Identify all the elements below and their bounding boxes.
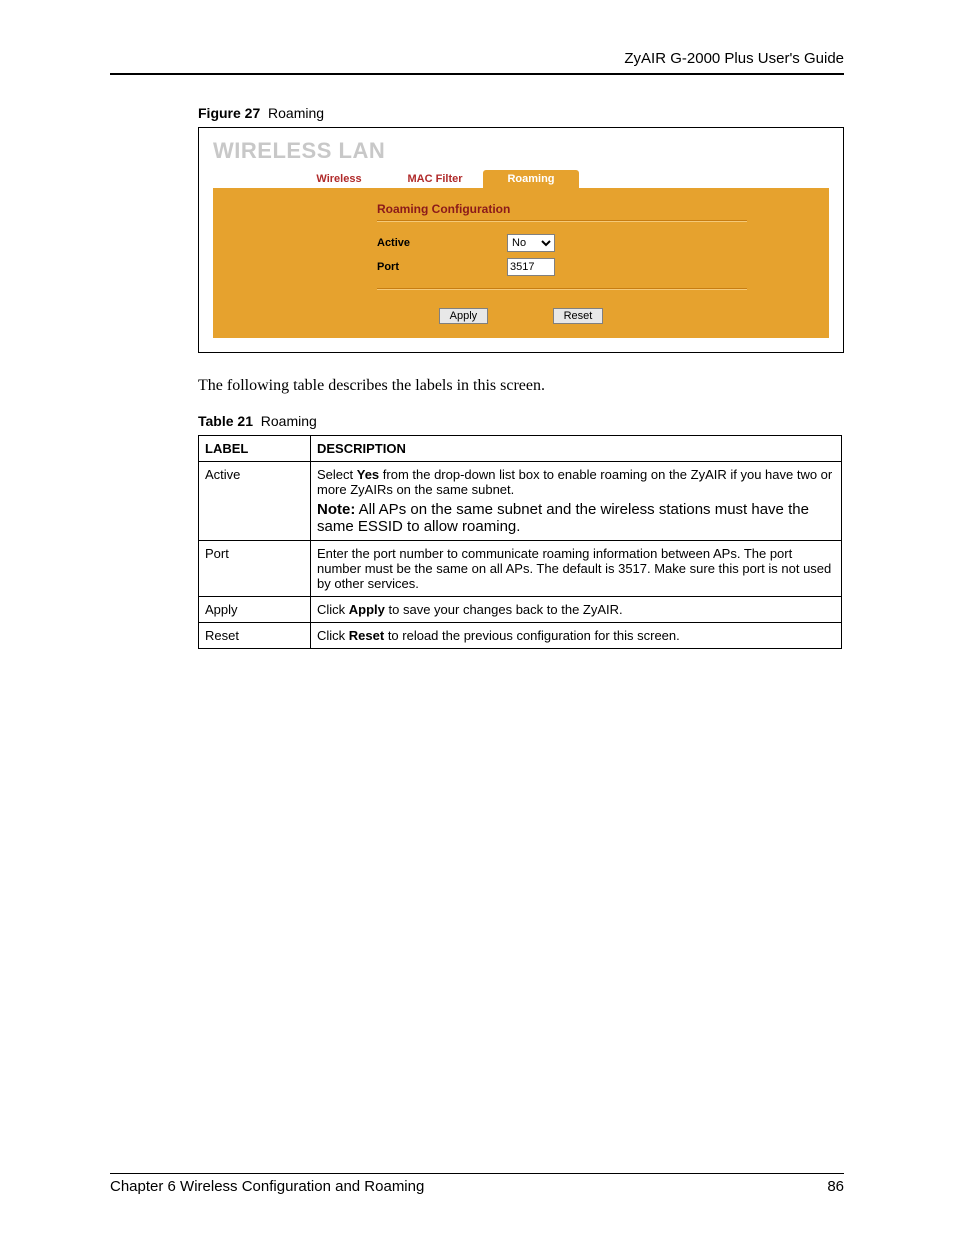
figure-caption: Figure 27 Roaming [198, 105, 844, 121]
table-header-row: LABEL DESCRIPTION [199, 436, 842, 462]
figure-screenshot: WIRELESS LAN WirelessMAC FilterRoaming R… [198, 127, 844, 353]
active-label: Active [377, 237, 507, 249]
config-panel: Roaming Configuration Active No Port App… [213, 188, 829, 338]
footer-rule [110, 1173, 844, 1174]
active-row: Active No [377, 234, 747, 252]
cell-apply-label: Apply [199, 597, 311, 623]
intro-text: The following table describes the labels… [198, 377, 844, 395]
text: to reload the previous configuration for… [384, 628, 680, 643]
separator-top [377, 220, 747, 222]
cell-active-desc: Select Yes from the drop-down list box t… [311, 462, 842, 541]
tab-row: WirelessMAC FilterRoaming [291, 170, 829, 188]
note-text: All APs on the same subnet and the wirel… [317, 501, 809, 535]
text: Click [317, 602, 349, 617]
button-row: Apply Reset [237, 306, 805, 324]
table-label: Table 21 [198, 413, 253, 429]
cell-reset-desc: Click Reset to reload the previous confi… [311, 623, 842, 649]
footer-chapter: Chapter 6 Wireless Configuration and Roa… [110, 1178, 424, 1195]
separator-bottom [377, 288, 747, 290]
cell-active-label: Active [199, 462, 311, 541]
header-rule [110, 73, 844, 75]
tab-wireless[interactable]: Wireless [291, 170, 387, 188]
text: from the drop-down list box to enable ro… [317, 467, 832, 497]
description-table: LABEL DESCRIPTION Active Select Yes from… [198, 435, 842, 649]
text-bold: Yes [357, 467, 379, 482]
figure-caption-text: Roaming [268, 105, 324, 121]
port-input[interactable] [507, 258, 555, 276]
text: Select [317, 467, 357, 482]
tab-mac-filter[interactable]: MAC Filter [387, 170, 483, 188]
text-bold: Reset [349, 628, 384, 643]
active-select[interactable]: No [507, 234, 555, 252]
table-row: Apply Click Apply to save your changes b… [199, 597, 842, 623]
note-bold: Note: [317, 501, 355, 518]
table-caption: Table 21 Roaming [198, 413, 844, 429]
cell-apply-desc: Click Apply to save your changes back to… [311, 597, 842, 623]
text: to save your changes back to the ZyAIR. [385, 602, 623, 617]
tab-roaming[interactable]: Roaming [483, 170, 579, 188]
note-line: Note: All APs on the same subnet and the… [317, 501, 835, 535]
guide-title: ZyAIR G-2000 Plus User's Guide [110, 50, 844, 73]
port-row: Port [377, 258, 747, 276]
text-bold: Apply [349, 602, 385, 617]
th-description: DESCRIPTION [311, 436, 842, 462]
port-label: Port [377, 261, 507, 273]
table-row: Active Select Yes from the drop-down lis… [199, 462, 842, 541]
config-heading: Roaming Configuration [377, 202, 747, 220]
reset-button[interactable]: Reset [553, 308, 604, 324]
th-label: LABEL [199, 436, 311, 462]
page-footer: Chapter 6 Wireless Configuration and Roa… [110, 1173, 844, 1195]
table-caption-text: Roaming [261, 413, 317, 429]
cell-reset-label: Reset [199, 623, 311, 649]
apply-button[interactable]: Apply [439, 308, 489, 324]
section-title: WIRELESS LAN [213, 138, 829, 164]
cell-port-label: Port [199, 541, 311, 597]
cell-port-desc: Enter the port number to communicate roa… [311, 541, 842, 597]
text: Click [317, 628, 349, 643]
figure-label: Figure 27 [198, 105, 260, 121]
table-row: Reset Click Reset to reload the previous… [199, 623, 842, 649]
footer-page-number: 86 [827, 1178, 844, 1195]
table-row: Port Enter the port number to communicat… [199, 541, 842, 597]
